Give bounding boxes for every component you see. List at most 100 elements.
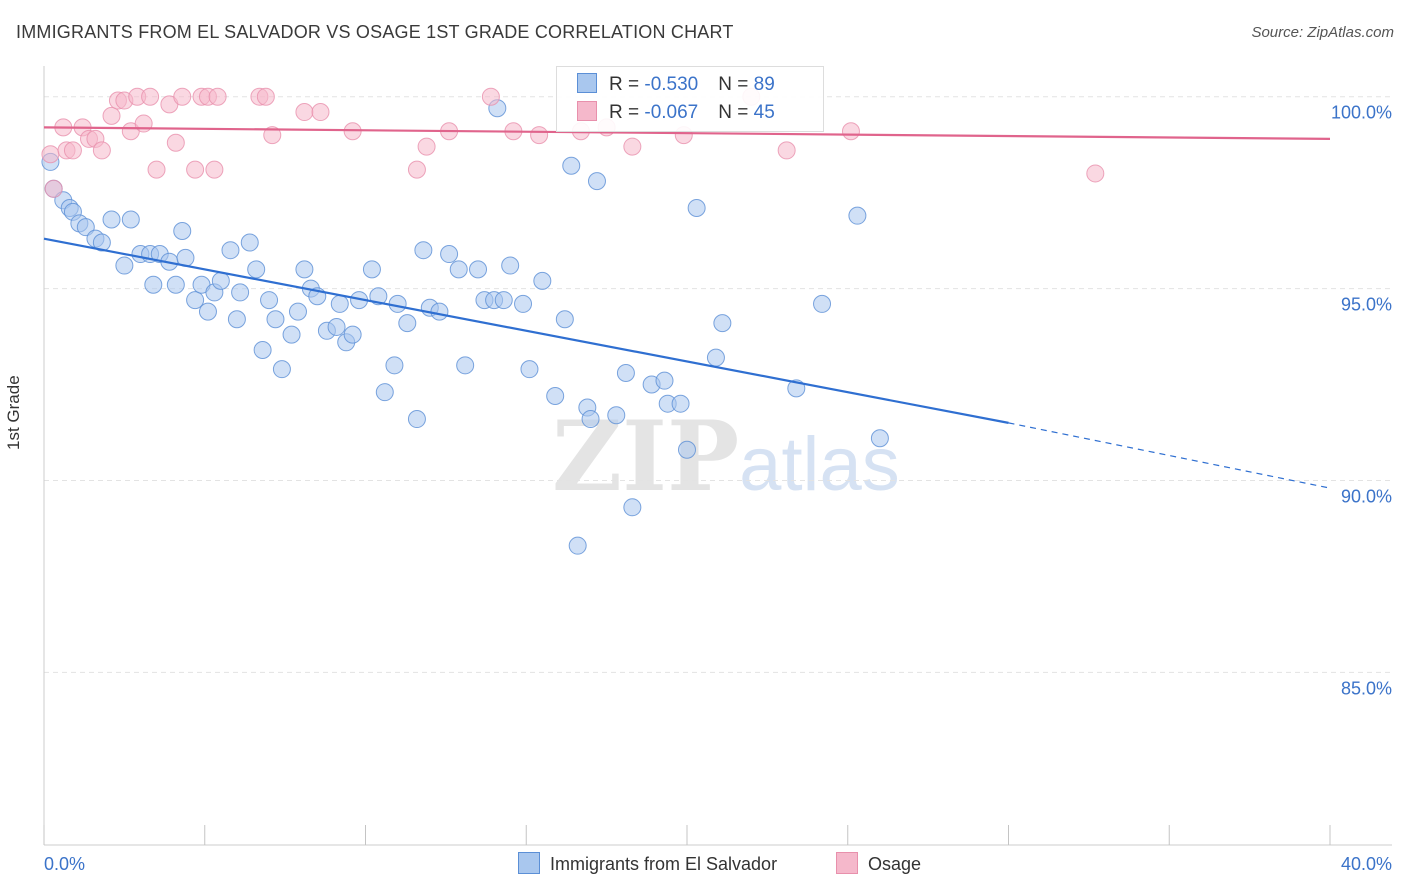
el-salvador-point [414,241,433,260]
el-salvador-point [562,156,581,175]
el-salvador-point [494,291,513,310]
osage-point [134,114,153,133]
el-salvador-point [407,410,426,429]
r-value: -0.067 [644,102,699,123]
el-salvador-point [514,294,533,313]
el-salvador-trend-extension [1008,422,1331,489]
source-credit: Source: ZipAtlas.com [1251,24,1394,41]
osage-point [44,179,63,198]
legend-swatch-pink [836,852,858,874]
el-salvador-point [295,260,314,279]
el-salvador-point [330,294,349,313]
stats-row-osage: R = -0.067 N = 45 [577,101,775,129]
el-salvador-point [581,410,600,429]
el-salvador-point [240,233,259,252]
osage-point [256,87,275,106]
r-value: -0.530 [644,74,699,95]
osage-point [1086,164,1105,183]
el-salvador-point [166,275,185,294]
el-salvador-point [115,256,134,275]
el-salvador-point [440,245,459,264]
osage-point [166,133,185,152]
n-label: N = [718,74,754,95]
osage-point [777,141,796,160]
legend-swatch-blue [518,852,540,874]
el-salvador-point [186,291,205,310]
el-salvador-point [385,356,404,375]
correlation-stats-box: R = -0.530 N = 89 R = -0.067 N = 45 [556,66,824,132]
x-tick-label: 40.0% [1341,854,1392,874]
el-salvador-point [706,348,725,367]
el-salvador-point [469,260,488,279]
el-salvador-point [221,241,240,260]
el-salvador-point [198,302,217,321]
n-label: N = [718,102,754,123]
legend-item-osage[interactable]: Osage [836,852,921,875]
legend-label: Osage [868,854,922,874]
el-salvador-point [362,260,381,279]
el-salvador-point [655,371,674,390]
osage-point [63,141,82,160]
el-salvador-point [687,198,706,217]
el-salvador-point [607,406,626,425]
el-salvador-trend-line [43,237,1009,424]
osage-point [41,145,60,164]
r-label: R = [609,102,645,123]
el-salvador-point [533,271,552,290]
blue-swatch [577,73,597,93]
el-salvador-point [623,498,642,517]
osage-point [205,160,224,179]
n-value: 89 [753,74,775,95]
el-salvador-point [388,294,407,313]
osage-point [263,126,282,145]
osage-point [102,106,121,125]
osage-point [92,141,111,160]
osage-point [311,103,330,122]
el-salvador-point [102,210,121,229]
el-salvador-point [247,260,266,279]
el-salvador-point [76,218,95,237]
el-salvador-point [456,356,475,375]
osage-point [841,122,860,141]
legend-label: Immigrants from El Salvador [550,854,778,874]
osage-point [147,160,166,179]
el-salvador-point [282,325,301,344]
el-salvador-point [430,302,449,321]
el-salvador-point [231,283,250,302]
el-salvador-point [227,310,246,329]
el-salvador-point [266,310,285,329]
el-salvador-point [288,302,307,321]
el-salvador-point [121,210,140,229]
y-tick-label: 90.0% [1341,486,1392,506]
el-salvador-point [260,291,279,310]
el-salvador-point [671,394,690,413]
el-salvador-point [616,363,635,382]
el-salvador-point [587,172,606,191]
el-salvador-point [173,222,192,241]
el-salvador-point [870,429,889,448]
el-salvador-point [369,287,388,306]
el-salvador-point [555,310,574,329]
osage-point [530,126,549,145]
el-salvador-point [546,387,565,406]
el-salvador-point [713,314,732,333]
osage-point [407,160,426,179]
y-tick-label: 85.0% [1341,678,1392,698]
el-salvador-point [92,233,111,252]
osage-point [295,103,314,122]
y-tick-label: 100.0% [1331,103,1392,123]
legend-item-el-salvador[interactable]: Immigrants from El Salvador [518,852,777,875]
osage-point [417,137,436,156]
r-label: R = [609,74,645,95]
el-salvador-point [398,314,417,333]
n-value: 45 [753,102,775,123]
osage-point [173,87,192,106]
chart-title: IMMIGRANTS FROM EL SALVADOR VS OSAGE 1ST… [16,22,734,42]
osage-point [623,137,642,156]
el-salvador-point [327,317,346,336]
y-tick-label: 95.0% [1341,295,1392,315]
el-salvador-point [144,275,163,294]
osage-point [481,87,500,106]
osage-point [141,87,160,106]
osage-point [208,87,227,106]
